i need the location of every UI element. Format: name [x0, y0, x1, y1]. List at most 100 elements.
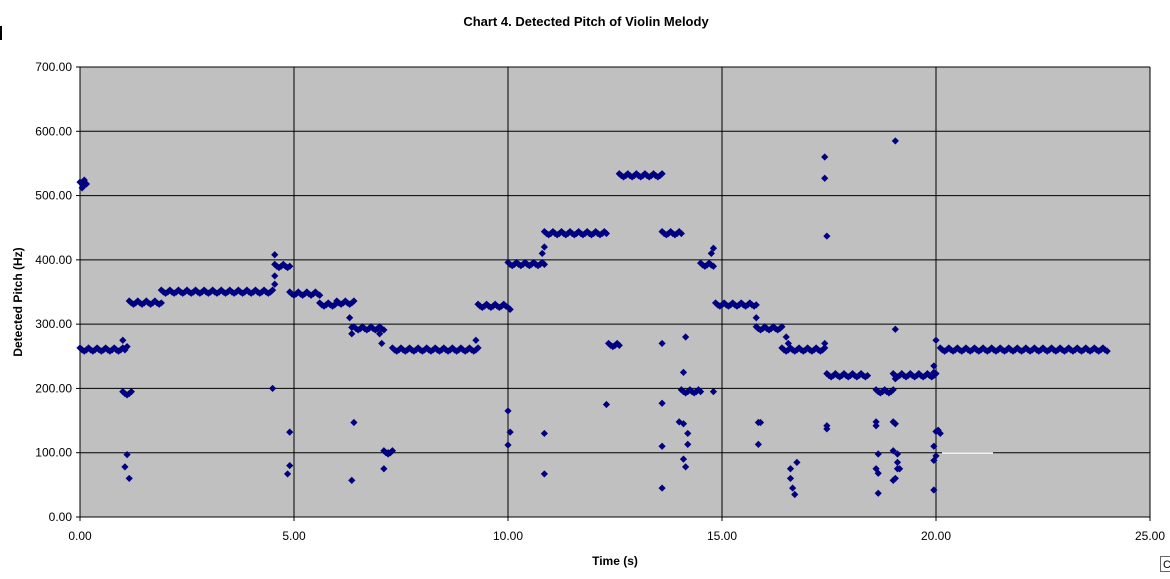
data-point: [658, 170, 666, 178]
data-point: [692, 388, 700, 396]
data-point: [709, 244, 718, 252]
data-point: [1020, 346, 1028, 354]
data-point: [778, 323, 786, 331]
data-point: [761, 323, 769, 331]
data-point: [711, 299, 720, 307]
data-point: [778, 344, 786, 352]
data-point: [735, 301, 743, 309]
data-point: [679, 455, 688, 463]
data-point: [821, 153, 829, 161]
data-point: [953, 344, 961, 352]
x-tick-labels: 0.00 5.00 10.00 15.00 20.00 25.00: [68, 517, 1165, 543]
y-axis-title: Detected Pitch (Hz): [11, 247, 25, 356]
data-point: [356, 325, 364, 333]
data-point: [448, 344, 456, 352]
data-point: [572, 229, 581, 238]
data-point: [564, 229, 572, 238]
data-point: [527, 260, 536, 268]
data-point: [99, 346, 108, 354]
data-point: [709, 388, 718, 396]
data-point: [857, 370, 865, 378]
data-point: [795, 344, 803, 352]
data-point: [510, 260, 519, 268]
data-point: [793, 346, 801, 354]
data-point: [872, 422, 880, 430]
data-point: [891, 420, 899, 428]
data-point: [455, 346, 463, 354]
data-point: [497, 302, 506, 310]
data-point: [996, 344, 1004, 352]
data-point: [720, 299, 728, 307]
data-point: [1103, 347, 1111, 355]
data-point: [1013, 344, 1021, 352]
data-point: [123, 451, 131, 459]
data-point: [891, 375, 899, 383]
data-point: [283, 470, 292, 478]
data-point: [269, 384, 277, 393]
y-tick-label: 300.00: [35, 317, 72, 331]
data-point: [729, 299, 737, 307]
data-point: [746, 299, 754, 307]
data-point: [457, 344, 465, 352]
data-point: [970, 344, 979, 352]
y-tick-label: 100.00: [35, 446, 72, 460]
data-point: [658, 339, 666, 348]
y-tick-label: 700.00: [35, 60, 72, 74]
data-point: [611, 341, 619, 349]
data-point: [962, 344, 970, 352]
data-point: [923, 370, 932, 378]
data-point: [1073, 344, 1081, 352]
data-point: [331, 301, 339, 309]
data-point: [930, 486, 938, 494]
data-point: [123, 343, 131, 351]
data-point: [769, 323, 777, 331]
data-point: [489, 302, 497, 310]
data-point: [893, 450, 902, 458]
data-point: [878, 388, 887, 396]
data-point: [737, 299, 745, 307]
data-point: [1011, 346, 1019, 354]
chart-title: Chart 4. Detected Pitch of Violin Melody: [463, 14, 709, 29]
data-point: [438, 346, 446, 354]
data-point: [157, 299, 165, 307]
data-point: [324, 299, 332, 307]
data-point: [84, 344, 93, 352]
data-point: [472, 336, 480, 344]
data-point: [512, 258, 521, 267]
data-point: [658, 442, 666, 450]
data-point: [102, 344, 110, 352]
data-point: [988, 344, 996, 352]
data-point: [286, 428, 294, 436]
data-point: [504, 441, 512, 449]
data-point: [269, 286, 277, 294]
data-point: [530, 258, 538, 267]
data-point: [985, 346, 994, 354]
data-point: [744, 301, 752, 309]
data-point: [615, 341, 623, 349]
data-point: [840, 370, 848, 378]
data-point: [376, 330, 384, 338]
data-point: [78, 184, 86, 192]
data-point: [697, 259, 705, 267]
data-point: [125, 389, 133, 398]
data-point: [82, 346, 91, 354]
data-point: [127, 388, 135, 396]
x-tick-label: 20.00: [921, 529, 951, 543]
data-point: [1039, 344, 1047, 352]
data-point: [754, 440, 762, 448]
data-point: [658, 399, 666, 407]
data-point: [1088, 346, 1096, 354]
left-edge-artifact: [0, 26, 2, 40]
data-point: [322, 301, 330, 309]
data-point: [684, 388, 692, 396]
x-tick-label: 25.00: [1135, 529, 1165, 543]
data-point: [829, 371, 837, 380]
data-point: [472, 346, 480, 354]
data-point: [279, 260, 287, 268]
data-point: [767, 325, 775, 333]
data-point: [951, 346, 959, 354]
data-point: [420, 346, 429, 354]
data-points: [76, 137, 1111, 499]
data-point: [960, 346, 968, 354]
data-point: [658, 484, 666, 492]
